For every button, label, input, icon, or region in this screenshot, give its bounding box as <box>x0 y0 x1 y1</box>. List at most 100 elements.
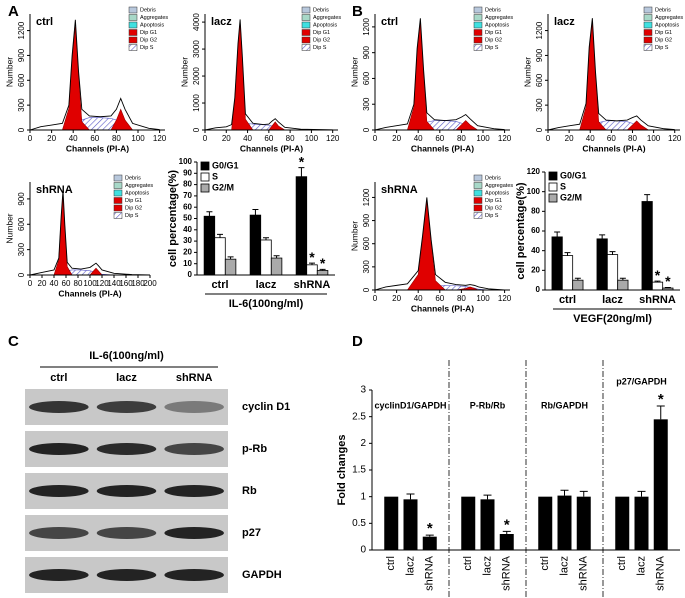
blot-band <box>29 401 89 413</box>
bar <box>480 499 495 550</box>
y-tick-label: 4000 <box>192 13 201 31</box>
y-tick-label: 20 <box>531 265 540 274</box>
legend-swatch <box>113 174 123 182</box>
legend-label: Apoptosis <box>485 190 509 196</box>
y-tick-label: 20 <box>183 248 192 257</box>
y-tick-label: 30 <box>183 236 192 245</box>
x-tick-label: 40 <box>69 134 78 143</box>
legend-label: Dip G2 <box>485 205 502 211</box>
blot-band <box>164 569 224 581</box>
x-tick-label: 120 <box>498 134 512 143</box>
x-tick-label: 140 <box>107 279 121 288</box>
bar <box>224 258 237 276</box>
y-axis-label: Number <box>179 57 189 87</box>
blot-band <box>96 485 157 497</box>
blot-band <box>164 527 224 539</box>
legend-label: Dip G1 <box>655 30 672 36</box>
lane-label: lacz <box>116 372 137 384</box>
blot-band <box>29 527 89 539</box>
significance-star: * <box>504 516 510 533</box>
bar <box>249 214 262 276</box>
y-tick-label: 0.5 <box>352 518 366 529</box>
row-label: p-Rb <box>242 443 267 455</box>
x-tick-label: lacz <box>602 294 623 306</box>
y-tick-label: 0 <box>192 127 201 132</box>
legend-swatch <box>473 197 483 204</box>
bar <box>214 237 226 276</box>
legend-label: Dip S <box>125 213 139 219</box>
bar <box>561 255 574 291</box>
x-tick-label: 100 <box>476 134 490 143</box>
error-bar <box>319 268 326 271</box>
treatment-label: IL-6(100ng/ml) <box>89 350 164 362</box>
bar <box>538 496 553 550</box>
y-tick-label: 70 <box>183 191 192 200</box>
y-axis-label: Fold changes <box>336 435 348 506</box>
blot-band <box>96 401 157 413</box>
bar <box>384 496 399 550</box>
x-axis-label: Channels (PI-A) <box>240 143 303 153</box>
x-tick-label: 40 <box>50 279 59 288</box>
bar <box>653 419 668 550</box>
x-tick-label: 100 <box>476 294 490 303</box>
phase-area <box>61 26 91 131</box>
legend-swatch <box>301 21 311 29</box>
y-tick-label: 0 <box>188 270 193 279</box>
blot-band <box>29 569 89 581</box>
y-tick-label: 300 <box>535 98 544 112</box>
x-tick-label: shRNA <box>639 294 676 306</box>
y-tick-label: 900 <box>362 213 371 227</box>
y-tick-label: 1200 <box>535 21 544 39</box>
plot-title: lacz <box>554 16 575 28</box>
axis <box>544 172 680 291</box>
blot-band <box>164 443 224 455</box>
legend-swatch <box>643 44 653 51</box>
x-tick-label: 20 <box>222 134 231 143</box>
x-tick-label: shRNA <box>578 555 590 591</box>
x-tick-label: 100 <box>647 134 661 143</box>
bar <box>403 499 418 550</box>
legend-label: Dip G1 <box>485 198 502 204</box>
y-axis-label: Number <box>4 57 14 87</box>
x-tick-label: 120 <box>668 134 682 143</box>
error-bar <box>656 405 665 420</box>
legend-label: Debris <box>140 7 156 13</box>
bar <box>615 496 630 550</box>
x-tick-label: 20 <box>392 134 401 143</box>
x-tick-label: lacz <box>256 279 277 291</box>
legend-label: Dip G1 <box>140 30 157 36</box>
y-tick-label: 40 <box>183 225 192 234</box>
y-tick-label: 0 <box>536 285 541 294</box>
phase-area <box>231 22 254 131</box>
bar <box>306 264 318 276</box>
x-tick-label: lacz <box>558 556 570 576</box>
legend-label: Dip S <box>485 45 499 51</box>
error-bar <box>574 277 581 281</box>
error-bar <box>298 167 305 177</box>
error-bar <box>309 262 315 265</box>
legend-label: Dip S <box>485 213 499 219</box>
x-tick-label: 40 <box>243 134 252 143</box>
x-axis-label: Channels (PI-A) <box>66 143 129 153</box>
x-tick-label: 100 <box>305 134 319 143</box>
bar <box>260 239 272 276</box>
bar <box>270 257 283 276</box>
blot-band <box>164 485 224 497</box>
error-bar <box>406 493 415 500</box>
bar <box>295 176 308 276</box>
panel-label: B <box>352 3 363 20</box>
x-tick-label: ctrl <box>211 279 228 291</box>
y-tick-label: 600 <box>17 73 26 87</box>
legend-label: Dip S <box>140 45 154 51</box>
x-axis-label: Channels (PI-A) <box>411 143 474 153</box>
x-tick-label: 0 <box>203 134 208 143</box>
legend-swatch <box>200 172 210 182</box>
legend-label: Dip S <box>313 45 327 51</box>
significance-star: * <box>658 391 664 408</box>
legend-label: S <box>212 171 218 181</box>
significance-star: * <box>299 153 305 169</box>
legend-label: Dip G2 <box>485 37 502 43</box>
y-tick-label: 100 <box>527 187 541 196</box>
x-tick-label: 60 <box>607 134 616 143</box>
